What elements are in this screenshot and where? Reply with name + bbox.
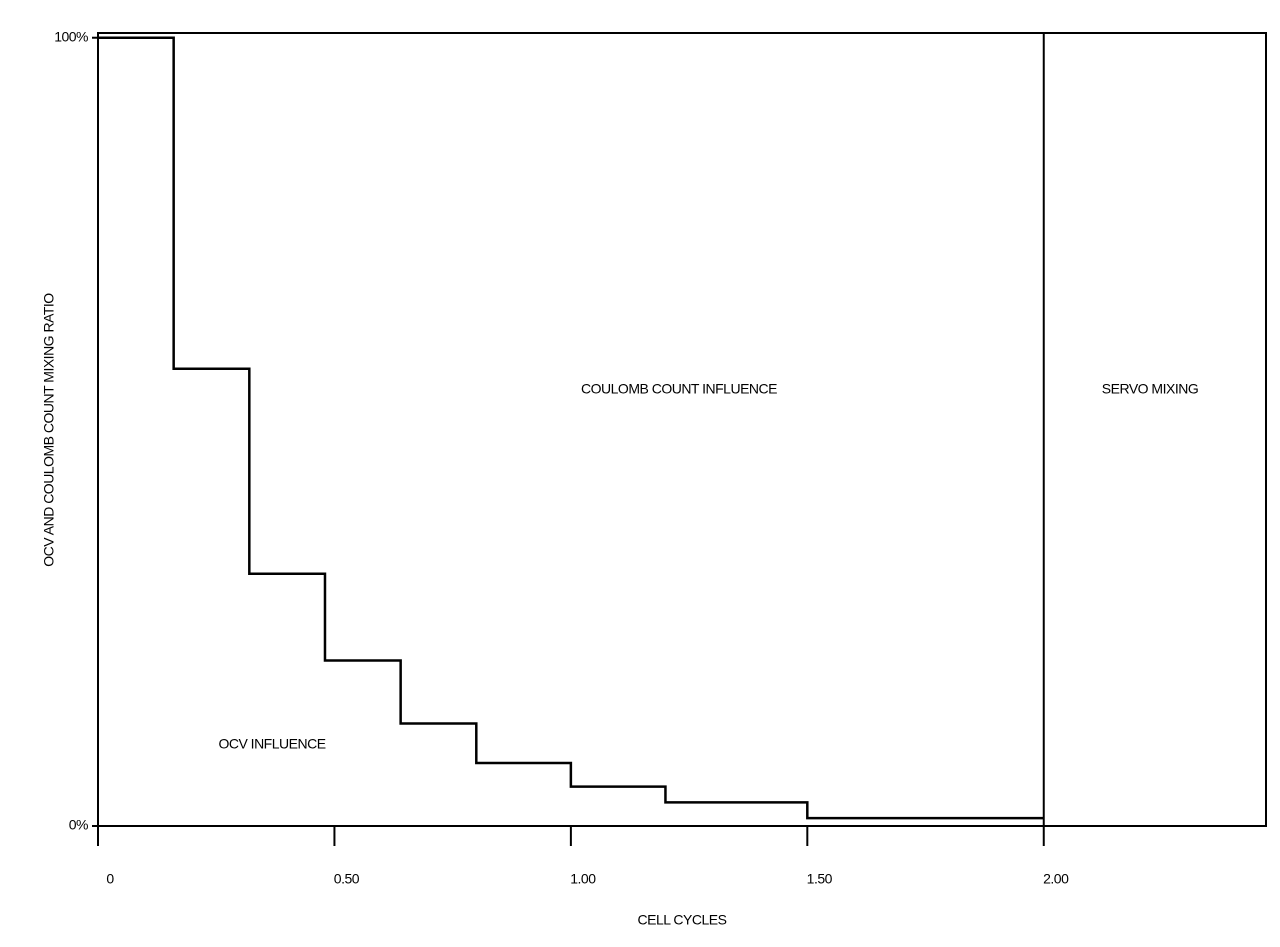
y-tick-label: 0% <box>69 817 88 833</box>
x-axis-label: CELL CYCLES <box>638 912 727 928</box>
x-tick-label: 0 <box>106 871 114 887</box>
annotation: COULOMB COUNT INFLUENCE <box>581 381 777 397</box>
annotation: OCV INFLUENCE <box>218 736 325 752</box>
x-tick-label: 2.00 <box>1043 871 1069 887</box>
plot-frame <box>97 32 1267 827</box>
x-tick-label: 1.50 <box>807 871 833 887</box>
annotation: SERVO MIXING <box>1102 381 1198 397</box>
y-axis-label: OCV AND COULOMB COUNT MIXING RATIO <box>41 293 57 567</box>
x-tick-label: 1.00 <box>570 871 596 887</box>
y-tick-label: 100% <box>54 28 88 44</box>
x-tick-label: 0.50 <box>334 871 360 887</box>
step-line <box>98 36 1044 820</box>
